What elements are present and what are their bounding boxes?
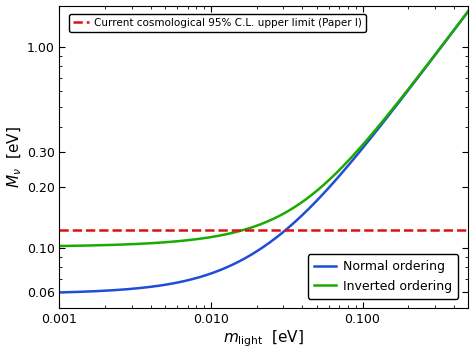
Inverted ordering (77, 244, 83, 248)
Normal ordering (245, 255, 250, 259)
Inverted ordering (454, 24, 459, 29)
Line: Normal ordering: Normal ordering (59, 11, 468, 293)
Normal ordering (56, 290, 62, 295)
X-axis label: $m_{\mathrm{light}}$  [eV]: $m_{\mathrm{light}}$ [eV] (223, 329, 304, 349)
Normal ordering (454, 24, 459, 29)
Normal ordering (77, 290, 83, 294)
Inverted ordering (245, 226, 250, 231)
Inverted ordering (454, 24, 459, 29)
Inverted ordering (379, 120, 384, 125)
Y-axis label: $M_{\nu}$  [eV]: $M_{\nu}$ [eV] (6, 126, 24, 188)
Normal ordering (379, 122, 384, 127)
Line: Inverted ordering: Inverted ordering (59, 11, 468, 246)
Inverted ordering (56, 244, 62, 248)
Normal ordering (465, 9, 471, 13)
Inverted ordering (255, 223, 261, 227)
Normal ordering (255, 248, 261, 252)
Normal ordering (454, 25, 459, 29)
Inverted ordering (465, 9, 471, 13)
Legend: Normal ordering, Inverted ordering: Normal ordering, Inverted ordering (308, 254, 458, 299)
